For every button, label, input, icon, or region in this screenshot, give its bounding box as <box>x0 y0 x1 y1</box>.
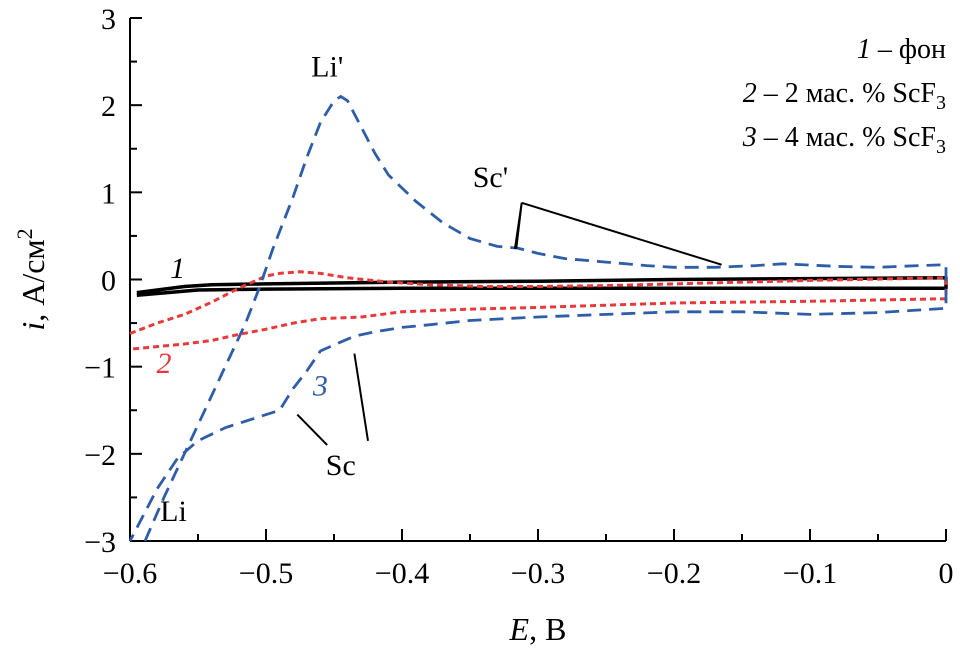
y-axis-label-sup: 2 <box>12 228 37 239</box>
x-tick-label: −0.5 <box>239 557 293 590</box>
x-tick-label: −0.6 <box>103 557 157 590</box>
y-tick-label: −3 <box>84 526 116 559</box>
y-axis-label: i, А/см2 <box>12 228 51 330</box>
legend-entry-text: – 2 мас. % ScF <box>757 78 936 109</box>
sc-prime-leader-b <box>521 201 722 266</box>
annotation-sc: Sc <box>326 449 356 482</box>
legend-entry-number: 3 <box>742 122 757 153</box>
curve-label-2: 2 <box>157 347 172 380</box>
curve-label-1: 1 <box>170 252 185 285</box>
annotation-li-prime: Li' <box>311 50 343 83</box>
y-axis-label-unit: , А/см <box>15 239 51 321</box>
y-tick-label: 2 <box>101 90 116 123</box>
y-tick-label: 3 <box>101 3 116 36</box>
legend-entry-3: 3 – 4 мас. % ScF3 <box>742 122 946 158</box>
x-tick-label: −0.2 <box>647 557 701 590</box>
y-tick-label: 1 <box>101 177 116 210</box>
y-tick-label: −1 <box>84 352 116 385</box>
series-3-curve <box>128 95 948 542</box>
x-axis-label: E, В <box>509 611 567 647</box>
legend-entry-number: 2 <box>743 78 757 109</box>
x-axis-label-var: E <box>509 611 530 647</box>
legend-entry-1: 1 – фон <box>857 34 946 65</box>
x-tick-label: 0 <box>939 557 954 590</box>
legend-entry-subscript: 3 <box>936 92 946 114</box>
legend-entry-text: – фон <box>871 34 946 65</box>
x-tick-label: −0.3 <box>511 557 565 590</box>
series-1-curve <box>136 276 948 297</box>
x-tick-label: −0.1 <box>783 557 837 590</box>
sc-prime-leader-a <box>513 202 523 250</box>
y-tick-label: −2 <box>84 439 116 472</box>
legend-entry-number: 1 <box>857 34 871 65</box>
legend-entry-text: – 4 мас. % ScF <box>757 122 936 153</box>
annotation-li: Li <box>160 495 187 528</box>
x-tick-label: −0.4 <box>375 557 429 590</box>
sc-leader-a <box>296 413 328 446</box>
x-axis-label-unit: , В <box>529 611 566 647</box>
annotations: Li' Sc' Li Sc 1 2 3 <box>157 50 722 528</box>
annotation-sc-prime: Sc' <box>473 161 508 194</box>
y-axis-label-var: i <box>15 322 51 331</box>
series-layer <box>128 95 948 542</box>
legend-entry-2: 2 – 2 мас. % ScF3 <box>743 78 946 114</box>
curve-label-3: 3 <box>312 369 328 402</box>
sc-leader-b <box>353 353 369 441</box>
axes: −0.6 −0.5 −0.4 −0.3 −0.2 −0.1 0 −3 −2 −1 0 1 2 3 E, В i… <box>12 3 954 647</box>
y-tick-label: 0 <box>101 265 116 298</box>
series-2-curve <box>129 270 948 351</box>
legend-entry-subscript: 3 <box>936 136 946 158</box>
